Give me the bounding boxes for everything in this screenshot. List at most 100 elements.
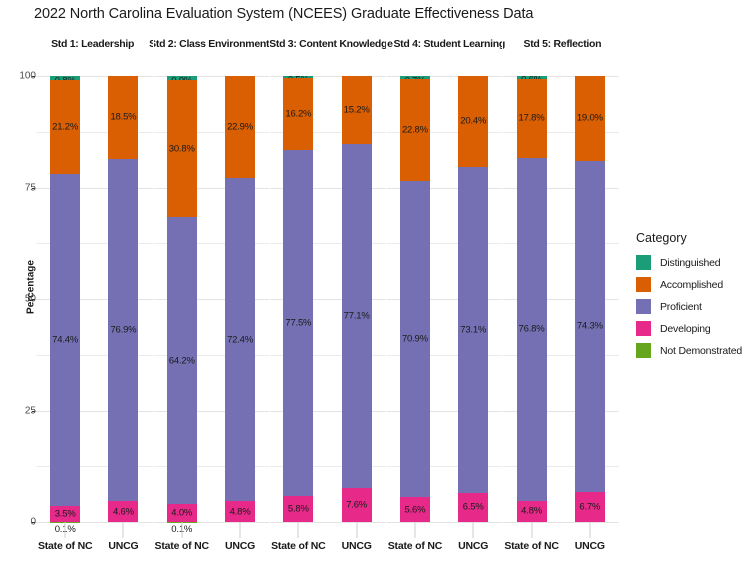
x-axis-panel: State of NC UNCG [269, 522, 386, 566]
legend-swatch [636, 299, 651, 314]
bar-segment[interactable]: 18.5% [108, 76, 138, 159]
bar-segment[interactable]: 77.1% [342, 144, 372, 488]
x-tick-label: UNCG [575, 540, 605, 552]
bar-segment-label: 17.8% [519, 113, 545, 124]
bar-column[interactable]: 20.4% 73.1% 6.5% [458, 76, 488, 522]
x-tick-group: State of NC [283, 522, 313, 566]
bar-column[interactable]: 18.5% 76.9% 4.6% [108, 76, 138, 522]
bar-segment[interactable]: 5.8% [283, 496, 313, 522]
bar-segment[interactable]: 19.0% [575, 76, 605, 161]
legend-item[interactable]: Distinguished [636, 252, 744, 273]
y-tick-mark [32, 76, 35, 77]
bar-segment-label: 77.1% [344, 311, 370, 322]
bar-segment-label: 73.1% [460, 324, 486, 335]
bar-segment-label: 22.8% [402, 124, 428, 135]
bar-segment[interactable]: 22.8% [400, 79, 430, 181]
bar-column[interactable]: 0.7%22.8%70.9%5.6% [400, 76, 430, 522]
legend-swatch [636, 277, 651, 292]
facet-label: Std 1: Leadership [36, 36, 149, 52]
bar-column[interactable]: 15.2% 77.1% 7.6% [342, 76, 372, 522]
bar-segment[interactable]: 3.5% [50, 506, 80, 522]
facet-panel: 0.8%21.2%74.4%3.5%0.1%18.5%76.9%4.6% [36, 76, 153, 522]
x-tick-mark [298, 522, 299, 538]
bar-segment[interactable]: 6.5% [458, 493, 488, 522]
bar-segment[interactable]: 76.9% [108, 159, 138, 502]
bar-segment[interactable]: 22.9% [225, 76, 255, 178]
bar-segment[interactable]: 77.5% [283, 150, 313, 496]
x-tick-label: State of NC [38, 540, 92, 552]
bar-segment[interactable]: 76.8% [517, 158, 547, 501]
x-tick-mark [531, 522, 532, 538]
legend-label: Not Demonstrated [660, 345, 742, 357]
x-tick-mark [65, 522, 66, 538]
bar-segment[interactable]: 64.2% [167, 217, 197, 503]
bar-segment[interactable]: 6.7% [575, 492, 605, 522]
legend-item[interactable]: Not Demonstrated [636, 340, 744, 361]
bar-segment[interactable]: 4.6% [108, 501, 138, 522]
bar-segment[interactable]: 21.2% [50, 80, 80, 175]
bar-segment[interactable]: 15.2% [342, 76, 372, 144]
legend-item[interactable]: Accomplished [636, 274, 744, 295]
bar-segment[interactable]: 5.6% [400, 497, 430, 522]
bar-segment[interactable]: 73.1% [458, 167, 488, 493]
bar-column[interactable]: 19.0%74.3%6.7% [575, 76, 605, 522]
facet-label: Std 3: Content Knowledge [269, 36, 392, 52]
legend-item[interactable]: Proficient [636, 296, 744, 317]
bar-segment-label: 4.0% [171, 507, 192, 518]
bar-segment[interactable]: 72.4% [225, 178, 255, 501]
legend-swatch [636, 343, 651, 358]
bar-column[interactable]: 0.5%16.2%77.5%5.8% [283, 76, 313, 522]
bar-segment[interactable]: 4.8% [517, 501, 547, 522]
bar-segment[interactable]: 16.2% [283, 78, 313, 150]
x-tick-group: UNCG [458, 522, 488, 566]
y-tick-mark [32, 411, 35, 412]
legend-swatch [636, 321, 651, 336]
bar-segment-label: 77.5% [285, 318, 311, 329]
legend-label: Distinguished [660, 257, 720, 269]
x-axis: State of NC UNCG State of NC UNCG State of N… [36, 522, 619, 566]
bar-column[interactable]: 22.9%72.4%4.8% [225, 76, 255, 522]
x-tick-label: State of NC [388, 540, 442, 552]
x-axis-panel: State of NC UNCG [502, 522, 619, 566]
bar-column[interactable]: 0.6%17.8%76.8%4.8% [517, 76, 547, 522]
panel-separator [502, 36, 503, 574]
legend-label: Proficient [660, 301, 702, 313]
x-tick-mark [123, 522, 124, 538]
bar-segment-label: 16.2% [285, 109, 311, 120]
x-tick-label: State of NC [155, 540, 209, 552]
bar-segment[interactable]: 74.4% [50, 174, 80, 506]
bar-segment[interactable]: 20.4% [458, 76, 488, 167]
bar-segment-label: 76.9% [110, 324, 136, 335]
bar-segment[interactable]: 30.8% [167, 80, 197, 217]
bar-segment-label: 6.5% [463, 502, 484, 513]
legend-item[interactable]: Developing [636, 318, 744, 339]
bar-segment-label: 76.8% [519, 324, 545, 335]
bar-segment[interactable]: 74.3% [575, 161, 605, 492]
bar-segment[interactable]: 17.8% [517, 79, 547, 158]
bar-segment[interactable]: 70.9% [400, 181, 430, 497]
bar-column[interactable]: 0.9%30.8%64.2%4.0%0.1% [167, 76, 197, 522]
facet-label: Std 2: Class Environment [149, 36, 269, 52]
panel-separator [153, 36, 154, 574]
x-tick-group: State of NC [517, 522, 547, 566]
y-tick-mark [32, 299, 35, 300]
facet-panel: 0.7%22.8%70.9%5.6%20.4%73.1%6.5% [386, 76, 503, 522]
x-tick-label: UNCG [225, 540, 255, 552]
bar-segment-label: 7.6% [346, 500, 367, 511]
legend-swatch [636, 255, 651, 270]
facet-label: Std 5: Reflection [506, 36, 619, 52]
bar-segment-label: 70.9% [402, 333, 428, 344]
x-axis-panel: State of NC UNCG [153, 522, 270, 566]
bar-segment-label: 21.2% [52, 121, 78, 132]
x-tick-label: UNCG [342, 540, 372, 552]
bar-segment[interactable]: 4.8% [225, 501, 255, 522]
bar-segment[interactable]: 4.0% [167, 504, 197, 522]
bar-segment[interactable]: 7.6% [342, 488, 372, 522]
x-tick-group: UNCG [575, 522, 605, 566]
bar-segment-label: 74.4% [52, 335, 78, 346]
legend-label: Developing [660, 323, 711, 335]
bar-column[interactable]: 0.8%21.2%74.4%3.5%0.1% [50, 76, 80, 522]
facet-panel: 0.9%30.8%64.2%4.0%0.1%22.9%72.4%4.8% [153, 76, 270, 522]
